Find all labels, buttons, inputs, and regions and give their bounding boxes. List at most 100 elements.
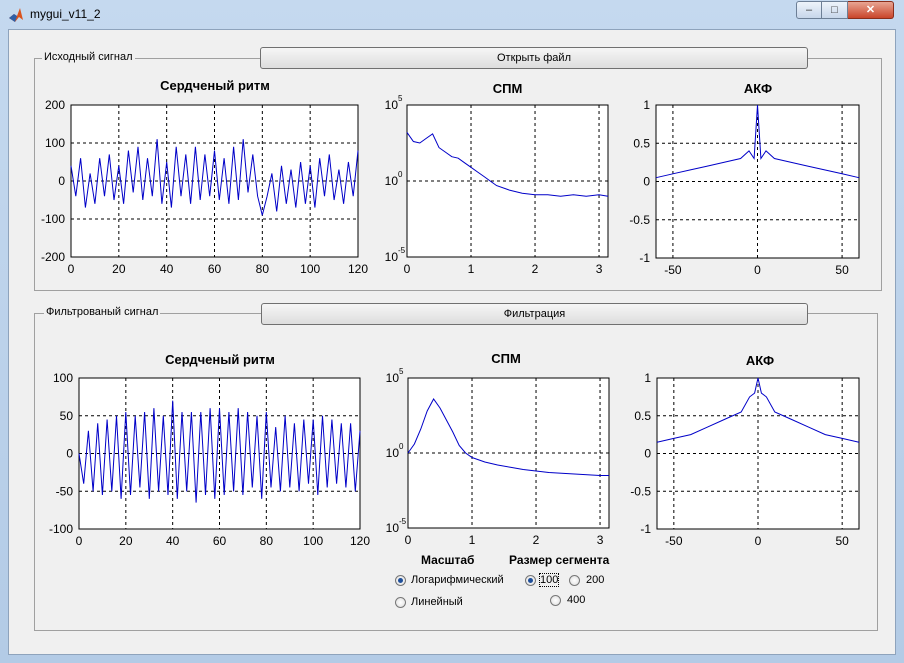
series-line <box>78 400 361 503</box>
y-tick-exponent: -5 <box>398 246 406 255</box>
y-tick-label: 0 <box>66 447 73 461</box>
x-tick-label: 120 <box>350 534 370 548</box>
series-line <box>407 398 609 476</box>
x-tick-label: 50 <box>835 263 849 277</box>
title-bar[interactable]: mygui_v11_2 – □ ✕ <box>0 0 904 28</box>
p1-psd-title: СПМ <box>492 81 523 96</box>
p2-psd-title: СПМ <box>491 351 521 366</box>
y-tick-label: -1 <box>639 251 650 265</box>
y-tick-label: 10 <box>386 521 400 535</box>
scale-log-label[interactable]: Логарифмический <box>411 574 504 586</box>
y-tick-label: 1 <box>643 98 650 112</box>
y-tick-label: 50 <box>60 409 74 423</box>
y-tick-exponent: -5 <box>399 517 407 526</box>
x-tick-label: 0 <box>76 534 83 548</box>
segment-100-radio[interactable] <box>525 575 536 586</box>
y-tick-label: 200 <box>45 98 65 112</box>
x-tick-label: 100 <box>303 534 323 548</box>
x-tick-label: -50 <box>664 263 682 277</box>
close-icon: ✕ <box>865 4 876 16</box>
segment-200-label[interactable]: 200 <box>586 574 605 586</box>
open-file-button[interactable]: Открыть файл <box>260 47 808 69</box>
plot-area <box>406 104 609 258</box>
x-tick-label: 0 <box>405 533 412 547</box>
scale-log-radio[interactable] <box>395 575 406 586</box>
segment-400-radio[interactable] <box>550 595 561 606</box>
series-line <box>406 132 609 197</box>
x-tick-label: 60 <box>208 262 222 276</box>
segment-100-label[interactable]: 100 <box>538 573 560 587</box>
segment-group-title: Размер сегмента <box>509 553 610 567</box>
x-tick-label: 2 <box>533 533 540 547</box>
y-tick-exponent: 5 <box>399 367 404 376</box>
x-tick-label: 0 <box>754 263 761 277</box>
y-tick-label: 0 <box>644 447 651 461</box>
x-tick-label: 40 <box>166 534 180 548</box>
y-tick-exponent: 0 <box>399 442 404 451</box>
x-tick-label: 120 <box>348 262 368 276</box>
x-tick-label: 20 <box>112 262 126 276</box>
p1-acf-title: АКФ <box>743 81 773 96</box>
segment-200-radio[interactable] <box>569 575 580 586</box>
y-tick-label: 1 <box>644 371 651 385</box>
x-tick-label: 80 <box>260 534 274 548</box>
scale-linear-radio[interactable] <box>395 597 406 608</box>
x-tick-label: 0 <box>755 534 762 548</box>
y-tick-label: 0 <box>643 175 650 189</box>
y-tick-label: 0 <box>58 174 65 188</box>
p2-acf-chart: -50 0 50 1 0.5 0 -0.5 -1 <box>630 371 860 548</box>
close-button[interactable]: ✕ <box>848 1 894 19</box>
y-tick-label: 10 <box>386 446 400 460</box>
x-tick-label: 20 <box>119 534 133 548</box>
y-tick-label: -100 <box>41 212 65 226</box>
y-tick-label: -100 <box>49 522 73 536</box>
x-tick-label: 100 <box>300 262 320 276</box>
p2-acf-title: АКФ <box>745 353 775 368</box>
y-tick-label: -200 <box>41 250 65 264</box>
matlab-icon <box>9 8 23 22</box>
x-tick-label: 2 <box>532 262 539 276</box>
x-tick-label: 80 <box>256 262 270 276</box>
p2-hr-title: Сердченый ритм <box>165 352 275 367</box>
source-signal-panel-title: Исходный сигнал <box>42 51 135 63</box>
y-tick-label: 10 <box>385 250 399 264</box>
y-tick-label: -0.5 <box>629 213 650 227</box>
y-tick-label: 0.5 <box>634 409 651 423</box>
scale-linear-label[interactable]: Линейный <box>411 596 463 608</box>
series-line <box>656 377 860 443</box>
scale-group-title: Масштаб <box>421 553 475 567</box>
y-tick-label: -1 <box>640 522 651 536</box>
filtered-signal-panel-title: Фильтрованый сигнал <box>44 306 161 318</box>
minimize-button[interactable]: – <box>796 1 822 19</box>
plot-area <box>407 377 610 529</box>
p1-hr-title: Сердченый ритм <box>160 78 270 93</box>
y-tick-exponent: 5 <box>398 94 403 103</box>
y-tick-exponent: 0 <box>398 170 403 179</box>
x-tick-label: 50 <box>835 534 849 548</box>
maximize-button[interactable]: □ <box>822 1 848 19</box>
x-tick-label: 3 <box>597 533 604 547</box>
minimize-icon: – <box>805 4 813 16</box>
filter-button[interactable]: Фильтрация <box>261 303 808 325</box>
x-tick-label: 40 <box>160 262 174 276</box>
p1-acf-chart: -50 0 50 1 0.5 0 -0.5 -1 <box>629 98 860 277</box>
x-tick-label: 0 <box>68 262 75 276</box>
y-tick-label: 100 <box>45 136 65 150</box>
y-tick-label: 10 <box>385 98 399 112</box>
p1-heart-rate-chart: 0 20 40 60 80 100 120 200 100 0 -100 -200 <box>41 98 368 276</box>
series-line <box>70 139 359 216</box>
x-tick-label: 1 <box>468 262 475 276</box>
y-tick-label: -50 <box>56 484 74 498</box>
x-tick-label: 60 <box>213 534 227 548</box>
maximize-icon: □ <box>831 4 838 16</box>
y-tick-label: 0.5 <box>633 136 650 150</box>
x-tick-label: 1 <box>469 533 476 547</box>
window-title: mygui_v11_2 <box>30 7 101 21</box>
segment-400-label[interactable]: 400 <box>567 594 586 606</box>
x-tick-label: 0 <box>404 262 411 276</box>
series-line <box>655 104 860 179</box>
x-tick-label: -50 <box>665 534 683 548</box>
